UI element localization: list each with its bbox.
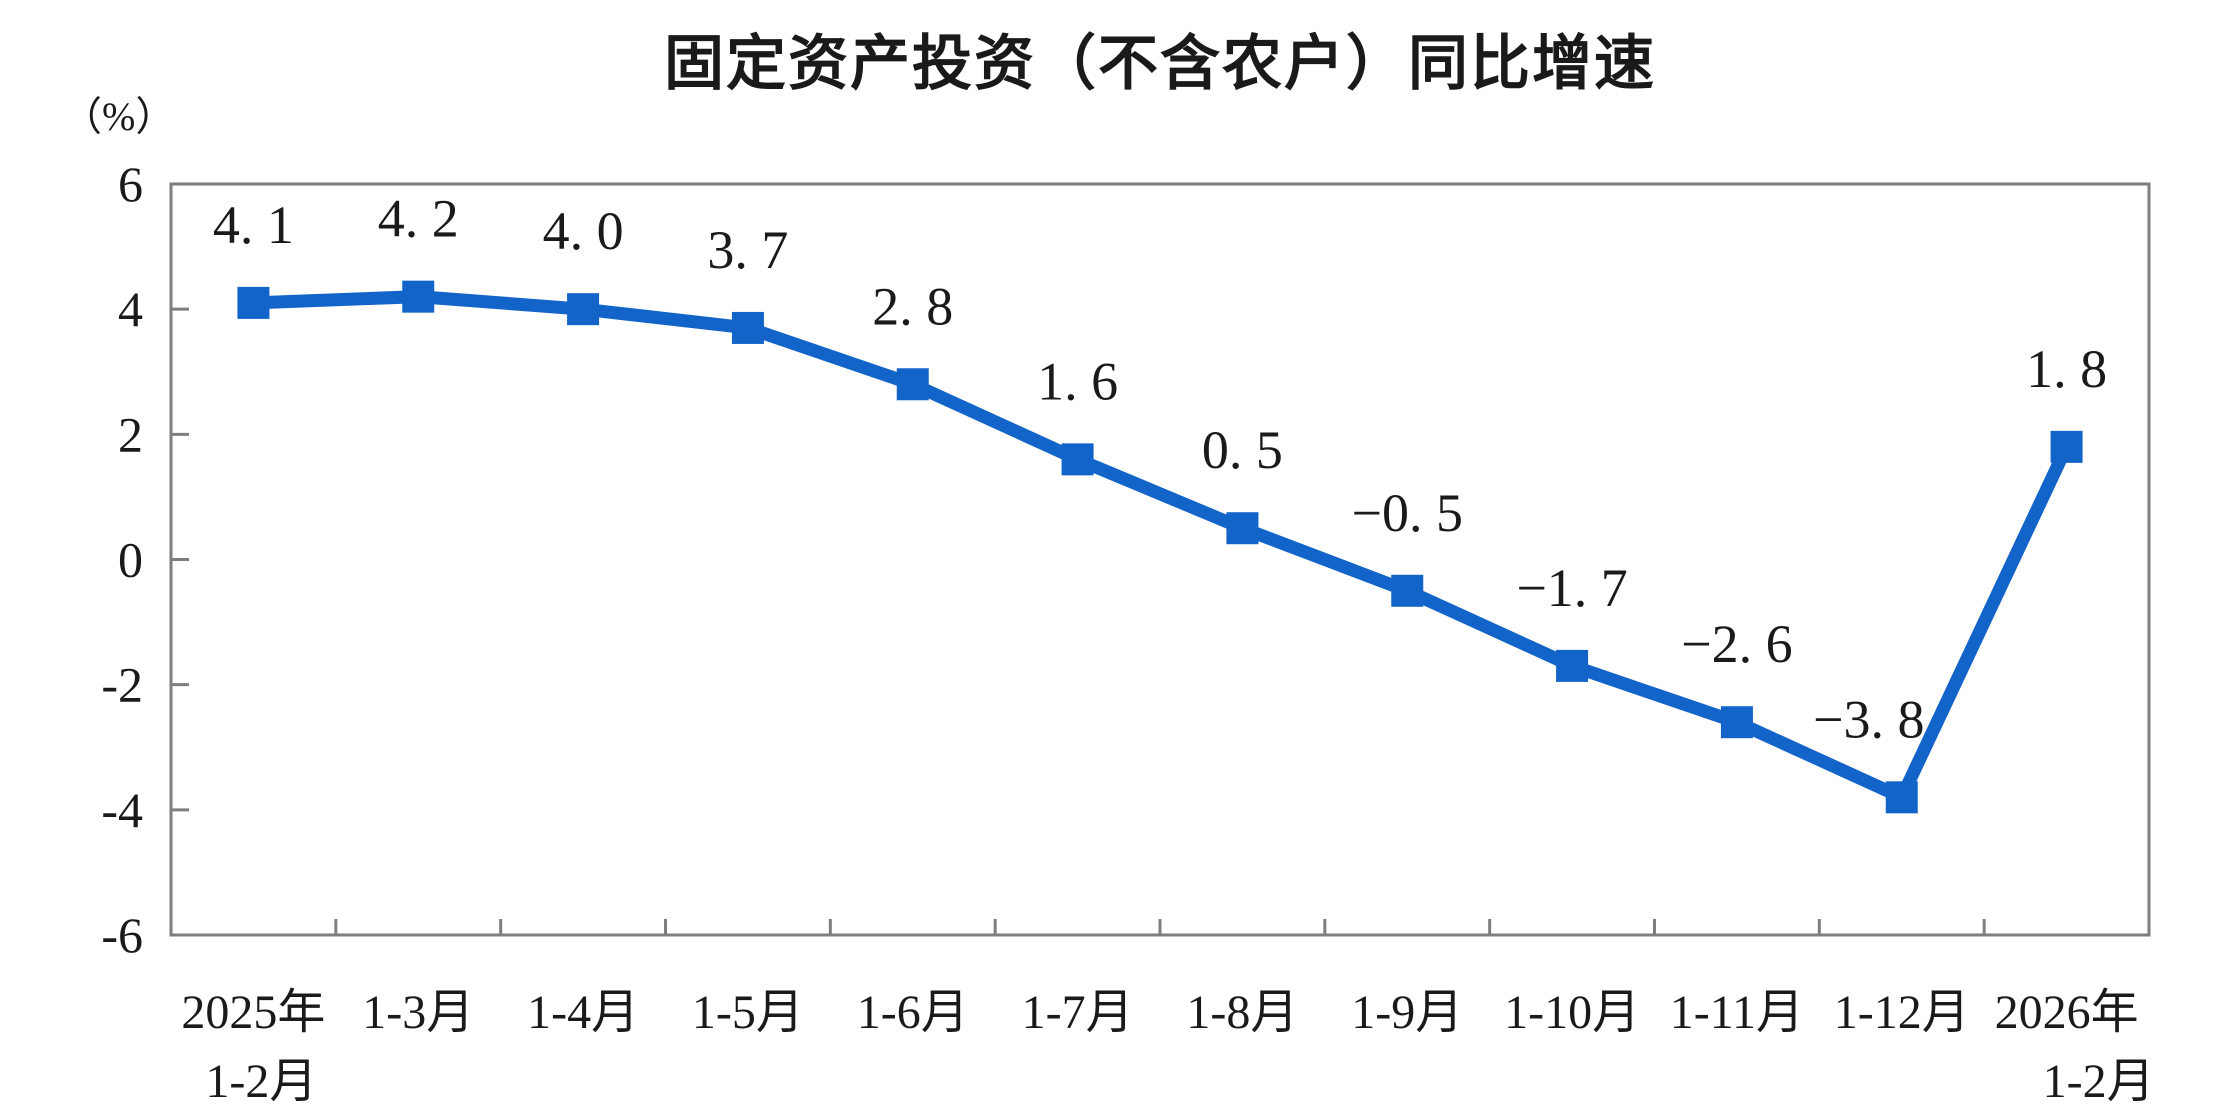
data-point-label: −0. 5 [1352, 483, 1463, 543]
data-point-label: 0. 5 [1202, 420, 1283, 480]
data-point-label: 1. 8 [2026, 339, 2107, 399]
y-axis-unit-label: （%） [62, 94, 176, 139]
y-axis-tick-label: 0 [118, 532, 143, 588]
x-axis-tick-label: 1-2月 [205, 1055, 317, 1108]
y-axis-tick-label: -6 [101, 907, 143, 963]
data-point-marker [1885, 781, 1918, 814]
data-point-marker [1391, 574, 1424, 607]
x-axis-tick-label: 1-10月 [1504, 986, 1640, 1039]
data-point-label: −2. 6 [1681, 614, 1792, 674]
x-axis-tick-label: 1-12月 [1834, 986, 1970, 1039]
x-axis-tick-label: 2025年 [181, 986, 325, 1039]
data-point-label: 4. 0 [543, 201, 624, 261]
x-axis-tick-label: 1-2月 [2043, 1055, 2155, 1108]
data-point-marker [1556, 649, 1589, 682]
data-point-marker [567, 293, 600, 326]
data-point-label: 4. 1 [213, 195, 294, 255]
data-point-label: 3. 7 [707, 220, 788, 280]
x-axis-tick-label: 1-6月 [857, 986, 969, 1039]
data-point-marker [237, 286, 270, 319]
data-point-marker [1720, 706, 1753, 739]
x-axis-tick-label: 1-3月 [362, 986, 474, 1039]
data-point-marker [1226, 512, 1259, 545]
data-point-marker [1061, 443, 1094, 476]
x-axis-tick-label: 1-9月 [1351, 986, 1463, 1039]
y-axis-tick-label: 2 [118, 406, 143, 462]
x-axis-tick-label: 2026年 [1995, 986, 2139, 1039]
y-axis-tick-label: -2 [101, 657, 143, 713]
y-axis-tick-label: -4 [101, 782, 143, 838]
data-point-marker [731, 311, 764, 344]
series-line [253, 290, 2073, 806]
data-point-marker [2050, 430, 2083, 463]
x-axis-tick-label: 1-8月 [1186, 986, 1298, 1039]
data-point-label: −1. 7 [1516, 558, 1627, 618]
x-axis-tick-label: 1-7月 [1022, 986, 1134, 1039]
y-axis-tick-label: 6 [118, 156, 143, 212]
data-point-label: 1. 6 [1037, 351, 1118, 411]
data-point-label: −3. 8 [1813, 689, 1924, 749]
chart-title: 固定资产投资（不含农户）同比增速 [664, 30, 1656, 97]
y-axis-tick-label: 4 [118, 281, 143, 337]
x-axis-tick-label: 1-11月 [1670, 986, 1804, 1039]
data-point-marker [402, 280, 435, 313]
data-point-marker [896, 368, 929, 401]
x-axis-tick-label: 1-5月 [692, 986, 804, 1039]
x-axis-tick-label: 1-4月 [527, 986, 639, 1039]
data-point-label: 4. 2 [378, 189, 459, 249]
data-point-label: 2. 8 [872, 276, 953, 336]
